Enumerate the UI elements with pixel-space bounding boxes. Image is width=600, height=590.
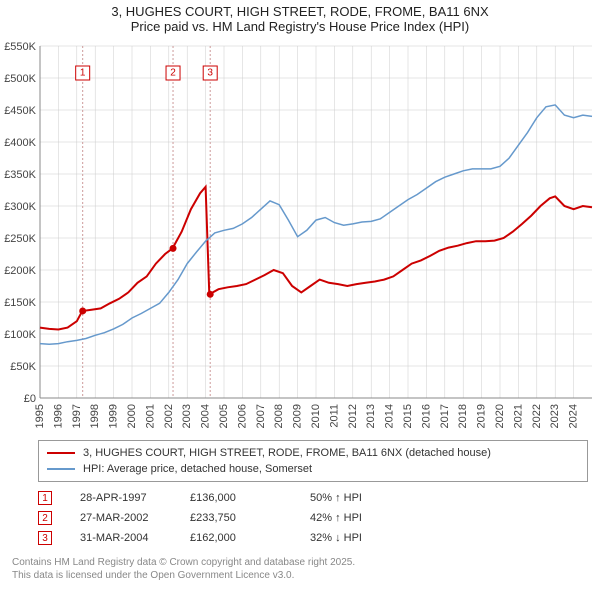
svg-text:2000: 2000: [126, 404, 138, 428]
svg-text:2006: 2006: [236, 404, 248, 428]
event-row-3: 3 31-MAR-2004 £162,000 32% ↓ HPI: [38, 528, 588, 548]
svg-text:£50K: £50K: [10, 361, 36, 373]
legend-item-hpi: HPI: Average price, detached house, Some…: [47, 461, 579, 477]
event-pct-1: 50% ↑ HPI: [310, 492, 430, 504]
footer-line1: Contains HM Land Registry data © Crown c…: [12, 556, 588, 569]
event-date-2: 27-MAR-2002: [80, 512, 190, 524]
svg-text:£0: £0: [24, 393, 36, 405]
legend-item-property: 3, HUGHES COURT, HIGH STREET, RODE, FROM…: [47, 445, 579, 461]
event-date-3: 31-MAR-2004: [80, 532, 190, 544]
svg-text:2008: 2008: [273, 404, 285, 428]
svg-text:2017: 2017: [439, 404, 451, 428]
svg-text:2001: 2001: [144, 404, 156, 428]
svg-text:£350K: £350K: [4, 169, 36, 181]
svg-text:£550K: £550K: [4, 41, 36, 53]
svg-text:£150K: £150K: [4, 297, 36, 309]
svg-text:£450K: £450K: [4, 105, 36, 117]
events-table: 1 28-APR-1997 £136,000 50% ↑ HPI 2 27-MA…: [38, 488, 588, 548]
legend-swatch-property: [47, 452, 75, 454]
event-pct-3: 32% ↓ HPI: [310, 532, 430, 544]
svg-text:2019: 2019: [476, 404, 488, 428]
svg-text:£250K: £250K: [4, 233, 36, 245]
svg-text:2011: 2011: [328, 404, 340, 428]
footer: Contains HM Land Registry data © Crown c…: [12, 556, 588, 582]
svg-text:£300K: £300K: [4, 201, 36, 213]
event-marker-2: 2: [38, 511, 52, 525]
svg-text:2004: 2004: [200, 404, 212, 428]
event-price-3: £162,000: [190, 532, 310, 544]
svg-text:2009: 2009: [292, 404, 304, 428]
chart-area: £0 £50K £100K £150K £200K £250K £300K £350K £400…: [0, 36, 600, 436]
legend-label-hpi: HPI: Average price, detached house, Some…: [83, 463, 312, 475]
svg-text:1999: 1999: [108, 404, 120, 428]
legend-swatch-hpi: [47, 468, 75, 470]
svg-text:2021: 2021: [512, 404, 524, 428]
svg-text:2023: 2023: [549, 404, 561, 428]
footer-line2: This data is licensed under the Open Gov…: [12, 569, 588, 582]
svg-text:2022: 2022: [531, 404, 543, 428]
svg-text:2002: 2002: [163, 404, 175, 428]
svg-text:2012: 2012: [347, 404, 359, 428]
svg-text:1998: 1998: [89, 404, 101, 428]
chart-container: 3, HUGHES COURT, HIGH STREET, RODE, FROM…: [0, 0, 600, 590]
event-marker-1: 1: [38, 491, 52, 505]
svg-text:£400K: £400K: [4, 137, 36, 149]
svg-text:2014: 2014: [384, 404, 396, 428]
svg-text:2005: 2005: [218, 404, 230, 428]
svg-text:2007: 2007: [255, 404, 267, 428]
event-price-2: £233,750: [190, 512, 310, 524]
svg-text:1996: 1996: [52, 404, 64, 428]
svg-text:1995: 1995: [34, 404, 46, 428]
event-marker-3: 3: [38, 531, 52, 545]
svg-text:3: 3: [207, 68, 213, 79]
legend-label-property: 3, HUGHES COURT, HIGH STREET, RODE, FROM…: [83, 447, 491, 459]
svg-text:2013: 2013: [365, 404, 377, 428]
chart-svg: £0 £50K £100K £150K £200K £250K £300K £350K £400…: [0, 36, 600, 436]
svg-text:1: 1: [80, 68, 86, 79]
svg-text:£200K: £200K: [4, 265, 36, 277]
event-pct-2: 42% ↑ HPI: [310, 512, 430, 524]
event-row-2: 2 27-MAR-2002 £233,750 42% ↑ HPI: [38, 508, 588, 528]
svg-text:2018: 2018: [457, 404, 469, 428]
event-date-1: 28-APR-1997: [80, 492, 190, 504]
svg-text:2003: 2003: [181, 404, 193, 428]
svg-text:£500K: £500K: [4, 73, 36, 85]
title-address: 3, HUGHES COURT, HIGH STREET, RODE, FROM…: [0, 4, 600, 19]
title-block: 3, HUGHES COURT, HIGH STREET, RODE, FROM…: [0, 0, 600, 36]
svg-text:2015: 2015: [402, 404, 414, 428]
svg-text:£100K: £100K: [4, 329, 36, 341]
legend: 3, HUGHES COURT, HIGH STREET, RODE, FROM…: [38, 440, 588, 482]
event-row-1: 1 28-APR-1997 £136,000 50% ↑ HPI: [38, 488, 588, 508]
svg-text:2020: 2020: [494, 404, 506, 428]
title-subtitle: Price paid vs. HM Land Registry's House …: [0, 19, 600, 34]
svg-text:2010: 2010: [310, 404, 322, 428]
svg-text:2016: 2016: [420, 404, 432, 428]
event-price-1: £136,000: [190, 492, 310, 504]
svg-text:1997: 1997: [71, 404, 83, 428]
svg-text:2: 2: [170, 68, 176, 79]
svg-text:2024: 2024: [568, 404, 580, 428]
